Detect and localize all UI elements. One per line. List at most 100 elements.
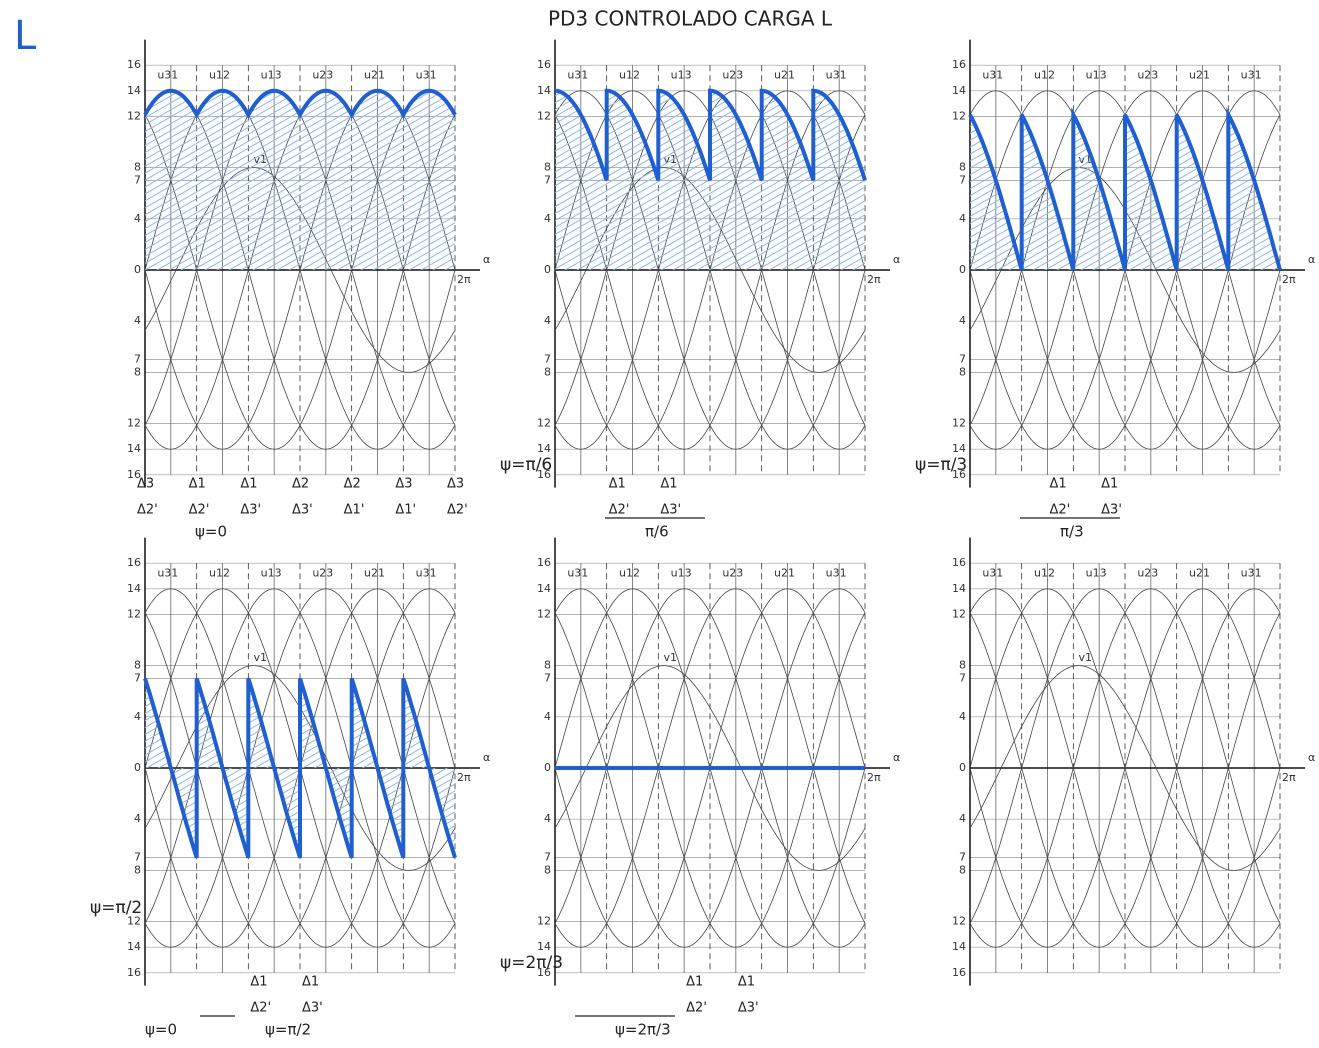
output-voltage — [554, 88, 867, 182]
phase-label: u21 — [364, 68, 385, 81]
y-label: 14 — [952, 582, 966, 595]
thyristor-label: Δ1 — [189, 477, 206, 492]
y-label: 8 — [134, 365, 141, 378]
thyristor-label: Δ2' — [1050, 503, 1071, 518]
y-label: 7 — [959, 173, 966, 186]
phase-voltage-label: v1 — [254, 651, 268, 664]
phase-label: u31 — [157, 566, 178, 579]
y-label: 12 — [952, 109, 966, 122]
psi-label: ψ=π/6 — [500, 455, 552, 475]
y-label: 4 — [959, 212, 966, 225]
y-label: 14 — [537, 940, 551, 953]
y-label: 12 — [127, 417, 141, 430]
y-label: 4 — [544, 710, 551, 723]
phase-voltage — [554, 665, 866, 871]
y-label: 4 — [544, 812, 551, 825]
y-label: 8 — [544, 863, 551, 876]
thyristor-label: Δ2' — [609, 503, 630, 518]
thyristor-label: Δ3' — [1101, 503, 1122, 518]
thyristor-label: Δ1 — [1050, 477, 1067, 492]
y-label: 12 — [127, 109, 141, 122]
y-label: 4 — [134, 212, 141, 225]
phase-voltage-label: v1 — [1079, 651, 1093, 664]
y-label: 12 — [537, 417, 551, 430]
y-label: 16 — [952, 966, 966, 979]
thyristor-label: Δ2' — [686, 1001, 707, 1016]
y-label: 4 — [134, 710, 141, 723]
y-label: 8 — [959, 863, 966, 876]
y-label: 8 — [544, 659, 551, 672]
phase-label: u21 — [1189, 566, 1210, 579]
note: ψ=2π/3 — [615, 1021, 671, 1039]
y-label: 7 — [544, 851, 551, 864]
phase-label: u31 — [1241, 566, 1262, 579]
phase-label: u21 — [364, 566, 385, 579]
thyristor-label: Δ3 — [447, 477, 464, 492]
thyristor-label: Δ2' — [137, 503, 158, 518]
thyristor-label: Δ1' — [344, 503, 365, 518]
y-label: 7 — [134, 851, 141, 864]
phase-label: u31 — [1241, 68, 1262, 81]
phase-label: u13 — [261, 68, 282, 81]
y-label: 16 — [127, 58, 141, 71]
thyristor-label: Δ1 — [302, 975, 319, 990]
psi-label: ψ=2π/3 — [500, 953, 563, 973]
x-axis-name: α — [1308, 253, 1315, 266]
y-label: 4 — [959, 812, 966, 825]
psi-label: ψ=π/3 — [915, 455, 967, 475]
x-end-label: 2π — [867, 273, 881, 286]
y-label: 16 — [537, 966, 551, 979]
x-axis-name: α — [483, 253, 490, 266]
thyristor-label: Δ2 — [292, 477, 309, 492]
y-label: 16 — [537, 468, 551, 481]
y-label: 14 — [127, 84, 141, 97]
y-label: 8 — [544, 365, 551, 378]
y-label: 4 — [544, 212, 551, 225]
phase-label: u23 — [722, 68, 743, 81]
y-label: 0 — [544, 263, 551, 276]
thyristor-label: Δ1 — [660, 477, 677, 492]
y-label: 0 — [134, 263, 141, 276]
phase-label: u31 — [567, 566, 588, 579]
y-label: 12 — [952, 915, 966, 928]
x-end-label: 2π — [867, 771, 881, 784]
phase-label: u13 — [671, 566, 692, 579]
phase-label: u12 — [1034, 566, 1055, 579]
x-end-label: 2π — [1282, 771, 1296, 784]
y-label: 7 — [959, 851, 966, 864]
thyristor-label: Δ1' — [395, 503, 416, 518]
thyristor-label: Δ2' — [250, 1001, 271, 1016]
thyristor-label: Δ3' — [660, 503, 681, 518]
thyristor-label: Δ3 — [137, 477, 154, 492]
y-label: 16 — [127, 966, 141, 979]
y-label: 12 — [537, 109, 551, 122]
phase-label: u12 — [209, 68, 230, 81]
x-end-label: 2π — [457, 771, 471, 784]
y-label: 8 — [959, 365, 966, 378]
note: ψ=0 — [195, 523, 227, 541]
y-label: 7 — [134, 353, 141, 366]
y-label: 7 — [544, 353, 551, 366]
y-label: 16 — [952, 556, 966, 569]
output-hatch — [145, 90, 455, 270]
y-label: 7 — [544, 671, 551, 684]
phase-label: u21 — [1189, 68, 1210, 81]
phase-label: u12 — [209, 566, 230, 579]
x-end-label: 2π — [1282, 273, 1296, 286]
y-label: 16 — [537, 58, 551, 71]
y-label: 0 — [544, 761, 551, 774]
psi-label: ψ=π/2 — [90, 898, 142, 918]
y-label: 14 — [537, 442, 551, 455]
phase-label: u31 — [982, 566, 1003, 579]
y-label: 8 — [134, 659, 141, 672]
phase-label: u31 — [416, 68, 437, 81]
y-label: 12 — [952, 607, 966, 620]
phase-label: u31 — [567, 68, 588, 81]
note: π/6 — [645, 523, 669, 541]
phase-label: u31 — [826, 68, 847, 81]
y-label: 14 — [537, 84, 551, 97]
y-label: 12 — [952, 417, 966, 430]
x-axis-name: α — [893, 253, 900, 266]
phase-label: u12 — [619, 68, 640, 81]
